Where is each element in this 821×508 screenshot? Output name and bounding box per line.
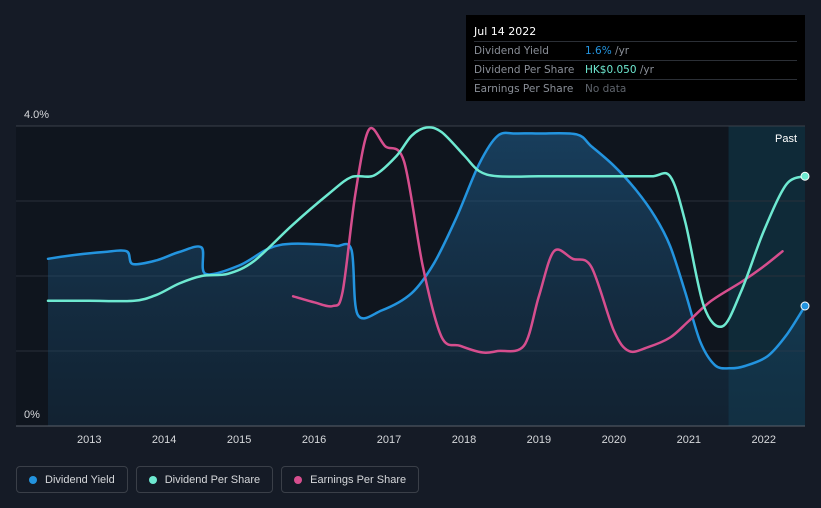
tooltip-value: 1.6% /yr	[585, 42, 629, 60]
tooltip-unit: /yr	[611, 45, 630, 57]
tooltip-label: Earnings Per Share	[474, 83, 574, 95]
x-tick-label: 2017	[377, 434, 401, 446]
x-tick-labels: 2013 2014 2015 2016 2017 2018 2019 2020 2021 2022	[77, 434, 776, 446]
legend-dot-icon	[148, 475, 157, 484]
x-tick-label: 2018	[452, 434, 476, 446]
y-tick-label-top: 4.0%	[24, 109, 49, 121]
legend: Dividend Yield Dividend Per Share Earnin…	[16, 466, 420, 493]
tooltip-value-number: 1.6%	[585, 45, 612, 57]
tooltip-value-number: HK$0.050	[585, 64, 637, 76]
past-label: Past	[775, 133, 797, 145]
tooltip-date: Jul 14 2022	[474, 25, 537, 38]
legend-label: Dividend Per Share	[164, 473, 261, 486]
x-tick-label: 2013	[77, 434, 101, 446]
series-end-markers	[800, 171, 810, 311]
line-dividend-yield[interactable]	[46, 131, 807, 370]
tooltip-row-dividend-yield: Dividend Yield 1.6% /yr	[474, 41, 797, 60]
tooltip-panel: Jul 14 2022 Dividend Yield 1.6% /yr Divi…	[466, 15, 805, 101]
tooltip-unit: /yr	[636, 64, 654, 76]
legend-item-dividend-per-share[interactable]: Dividend Per Share	[135, 466, 274, 493]
line-earnings-per-share[interactable]	[291, 126, 784, 355]
x-tick-label: 2014	[152, 434, 176, 446]
tooltip-label: Dividend Yield	[474, 45, 549, 57]
end-marker-dividend-yield	[800, 301, 810, 311]
x-tick-label: 2020	[602, 434, 626, 446]
tooltip-row-earnings-per-share: Earnings Per Share No data	[474, 79, 797, 98]
tooltip-value: HK$0.050 /yr	[585, 61, 654, 79]
x-tick-label: 2019	[527, 434, 551, 446]
x-tick-label: 2021	[677, 434, 701, 446]
y-tick-label-bottom: 0%	[24, 409, 40, 421]
legend-item-dividend-yield[interactable]: Dividend Yield	[16, 466, 128, 493]
legend-dot-icon	[294, 475, 303, 484]
tooltip-value: No data	[585, 80, 626, 98]
tooltip-label: Dividend Per Share	[474, 64, 575, 76]
legend-label: Earnings Per Share	[310, 473, 407, 486]
line-dividend-per-share[interactable]	[46, 126, 807, 329]
legend-item-earnings-per-share[interactable]: Earnings Per Share	[281, 466, 420, 493]
tooltip-row-dividend-per-share: Dividend Per Share HK$0.050 /yr	[474, 60, 797, 79]
tooltip-no-data: No data	[585, 83, 627, 95]
legend-label: Dividend Yield	[45, 473, 115, 486]
x-tick-label: 2016	[302, 434, 326, 446]
legend-dot-icon	[29, 475, 37, 484]
x-tick-label: 2022	[752, 434, 776, 446]
series-layer	[46, 126, 807, 426]
x-tick-label: 2015	[227, 434, 251, 446]
end-marker-dividend-per-share	[800, 171, 810, 181]
